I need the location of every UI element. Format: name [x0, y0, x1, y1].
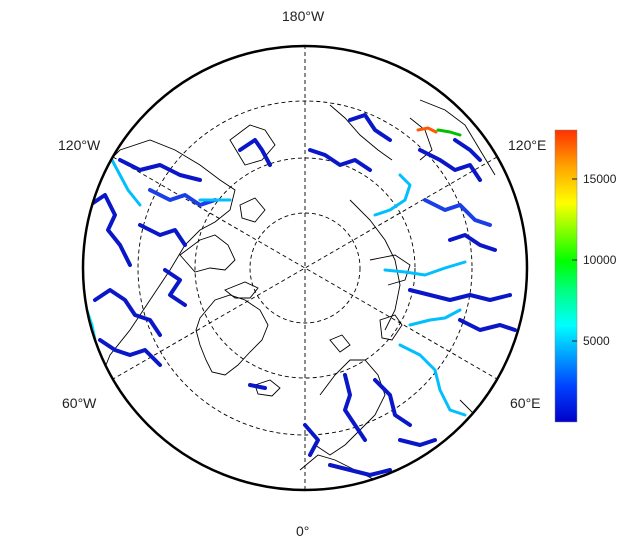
lat-circle-70	[194, 157, 416, 379]
river-line	[373, 378, 412, 427]
river-line	[303, 423, 320, 457]
novaya-zemlya	[379, 314, 403, 341]
river-line	[148, 188, 217, 207]
river-line	[88, 193, 132, 267]
lon-label-60w: 60°W	[62, 395, 97, 411]
river-line	[138, 223, 187, 247]
river-line	[383, 260, 467, 277]
river-line	[238, 138, 272, 167]
river-line	[93, 288, 162, 337]
colorbar-tick-label-10000: 10000	[583, 253, 617, 267]
river-line	[398, 438, 437, 447]
river-line	[436, 128, 462, 137]
lon-label-0: 0°	[296, 523, 310, 539]
river-line	[416, 126, 438, 134]
river-line	[373, 173, 412, 217]
north-america-coast	[94, 139, 236, 381]
land-outlines	[94, 99, 496, 481]
river-line	[408, 288, 512, 302]
river-line	[110, 158, 142, 207]
lat-circle-80	[249, 212, 361, 324]
chukotka-coast	[329, 104, 393, 161]
river-line	[308, 148, 372, 172]
east-asia-coast	[419, 99, 496, 176]
map-frame	[81, 44, 529, 492]
river-line	[328, 463, 392, 477]
river-line	[418, 148, 482, 182]
iceland	[254, 379, 281, 397]
river-line	[423, 198, 492, 227]
taymyr-coast	[369, 254, 411, 286]
lon-label-180w: 180°W	[282, 8, 325, 24]
river-line	[453, 138, 482, 162]
river-line	[343, 373, 367, 442]
meridian-120	[112, 156, 498, 380]
river-line	[163, 268, 187, 307]
colorbar-gradient	[554, 129, 578, 423]
river-line	[118, 158, 202, 182]
canadian-archipelago-outline	[179, 197, 266, 299]
river-line	[398, 343, 467, 417]
river-network	[83, 113, 517, 477]
river-line	[448, 233, 497, 252]
greenland-outline	[195, 294, 269, 376]
river-line	[248, 383, 267, 390]
colorbar-tick-label-5000: 5000	[583, 334, 610, 348]
graticule	[112, 45, 498, 490]
siberia-coast	[349, 199, 401, 331]
river-line	[408, 308, 462, 327]
lon-label-120w: 120°W	[58, 137, 101, 153]
alaska-coast	[229, 124, 276, 166]
river-line	[98, 338, 162, 367]
lon-label-60e: 60°E	[510, 395, 541, 411]
river-line	[458, 318, 517, 332]
river-line	[348, 113, 392, 142]
meridian-60	[112, 156, 498, 380]
scandinavia-coast	[314, 359, 386, 456]
lon-label-120e: 120°E	[508, 137, 547, 153]
colorbar-tick-label-15000: 15000	[583, 172, 617, 186]
colorbar	[554, 129, 578, 423]
svalbard	[329, 334, 351, 353]
